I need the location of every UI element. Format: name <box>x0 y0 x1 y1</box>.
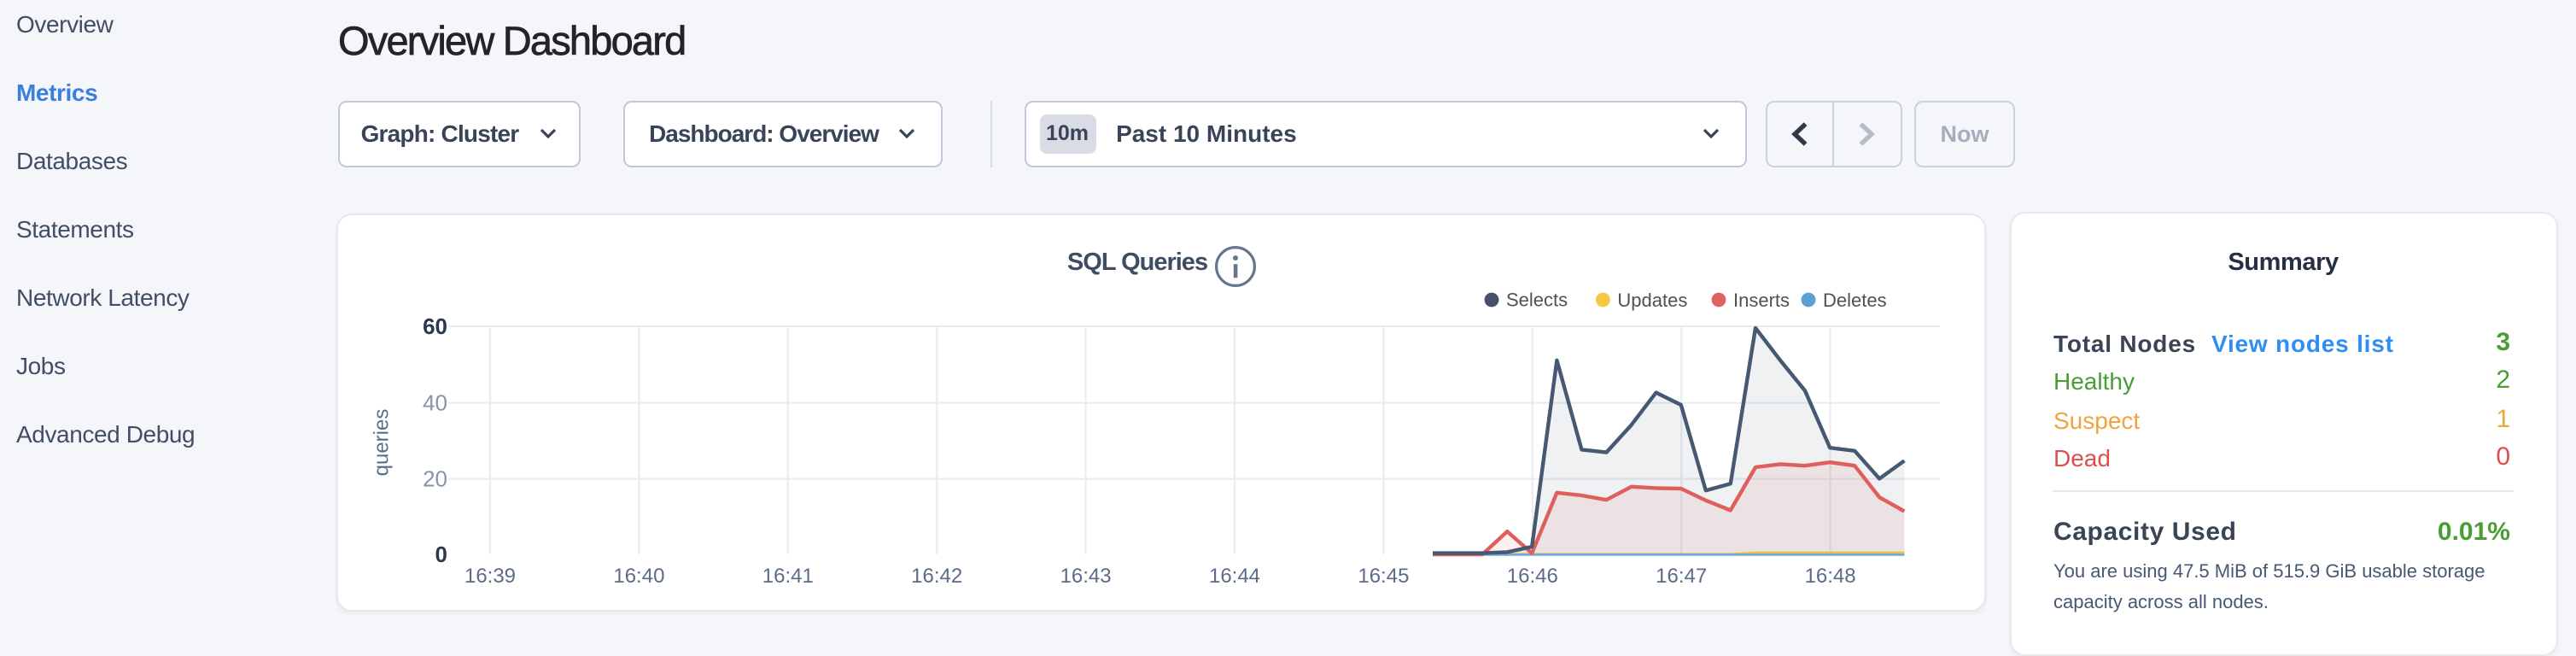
svg-text:Updates: Updates <box>1617 289 1687 310</box>
svg-text:20: 20 <box>423 466 447 491</box>
svg-text:SQL Queries: SQL Queries <box>1067 248 1207 275</box>
svg-text:40: 40 <box>423 390 447 415</box>
svg-text:16:40: 16:40 <box>613 564 664 587</box>
svg-text:16:46: 16:46 <box>1507 564 1558 587</box>
svg-text:16:45: 16:45 <box>1358 564 1409 587</box>
svg-text:16:47: 16:47 <box>1656 564 1707 587</box>
svg-text:16:42: 16:42 <box>911 564 962 587</box>
svg-text:16:48: 16:48 <box>1805 564 1856 587</box>
svg-text:Selects: Selects <box>1506 289 1568 310</box>
svg-text:Deletes: Deletes <box>1823 289 1887 310</box>
svg-text:16:44: 16:44 <box>1209 564 1260 587</box>
svg-text:16:43: 16:43 <box>1060 564 1112 587</box>
svg-text:0: 0 <box>435 541 447 566</box>
svg-text:Inserts: Inserts <box>1733 289 1790 310</box>
svg-text:60: 60 <box>423 313 447 338</box>
svg-text:16:41: 16:41 <box>762 564 814 587</box>
svg-text:queries: queries <box>370 408 393 476</box>
svg-text:16:39: 16:39 <box>464 564 516 587</box>
